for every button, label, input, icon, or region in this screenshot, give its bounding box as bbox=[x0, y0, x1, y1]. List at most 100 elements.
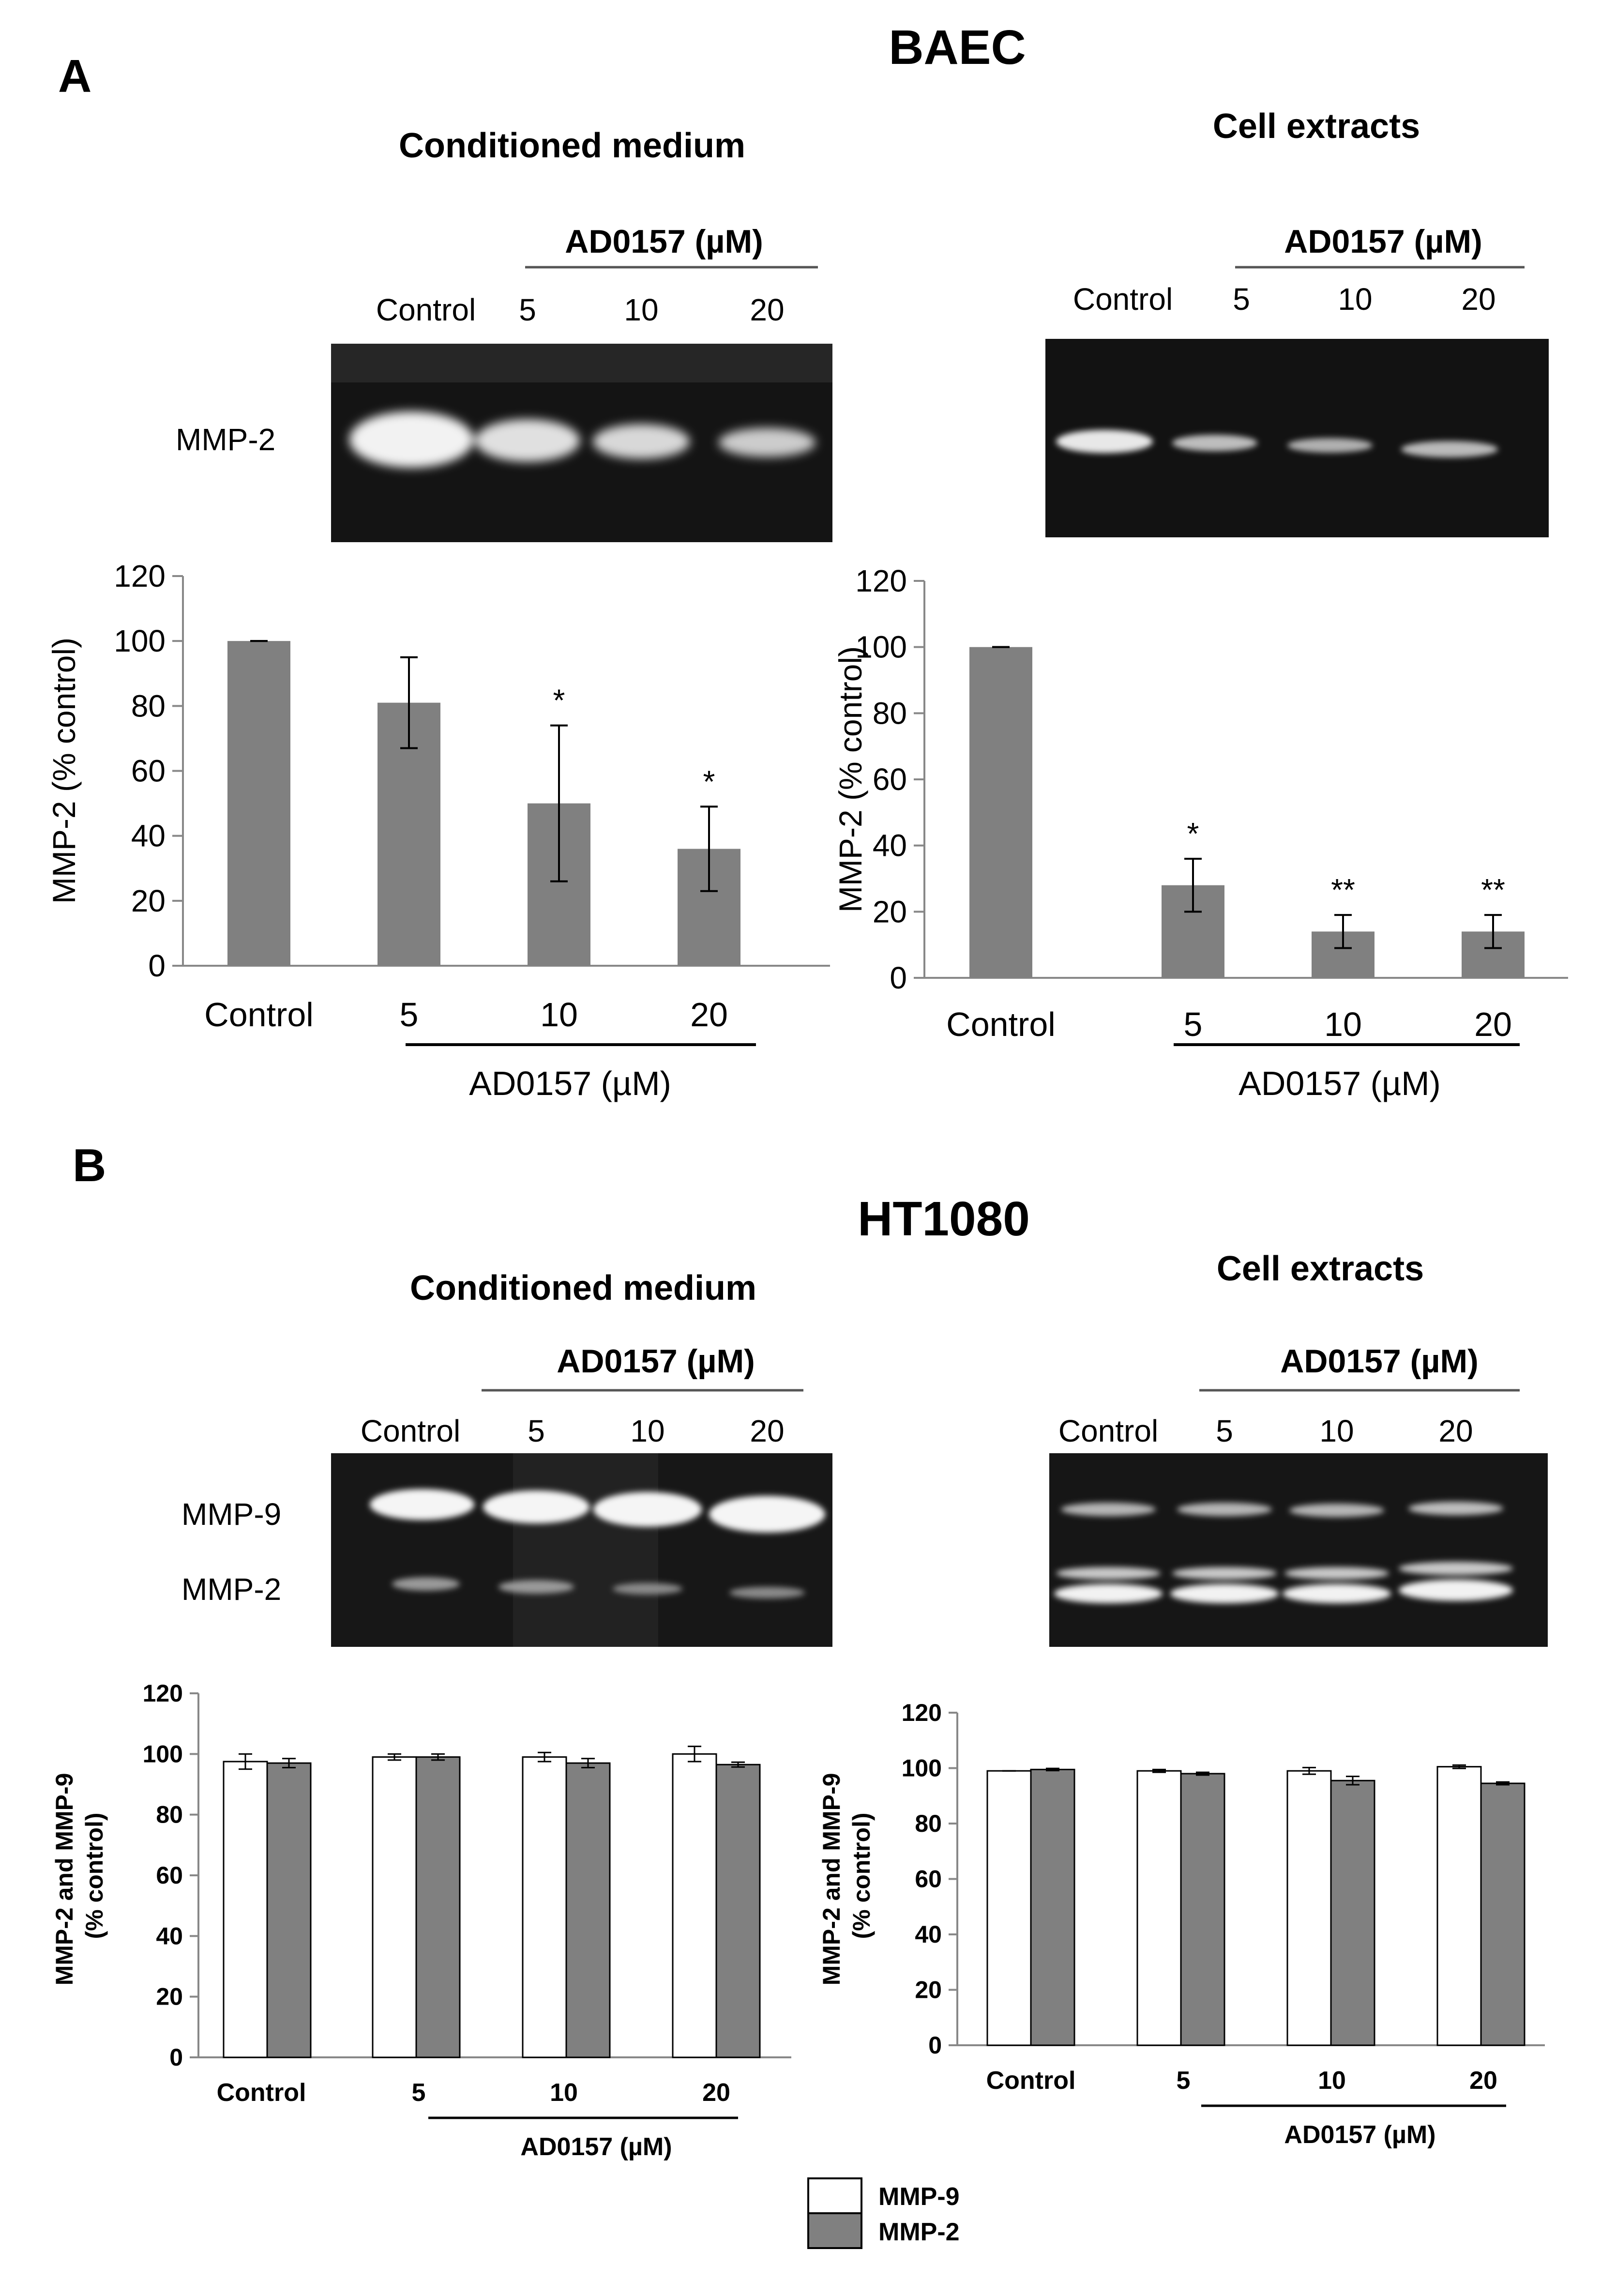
y-tick-label: 120 bbox=[902, 1699, 942, 1726]
x-category-label: Control bbox=[986, 2067, 1076, 2095]
lane-label: Control bbox=[376, 292, 476, 327]
bar bbox=[969, 647, 1032, 978]
y-tick-label: 0 bbox=[890, 960, 907, 995]
panel-b-title: HT1080 bbox=[858, 1192, 1030, 1246]
panel-a-right-drug-header: AD0157 (µM) bbox=[1284, 223, 1482, 260]
lane-label: 5 bbox=[528, 1414, 545, 1448]
lane-label: 20 bbox=[750, 1414, 784, 1448]
bar bbox=[522, 1756, 567, 2058]
group-label: AD0157 (µM) bbox=[1284, 2121, 1435, 2149]
legend-swatch-mmp2 bbox=[807, 2212, 862, 2249]
bar bbox=[986, 1770, 1032, 2046]
band-label-mmp9: MMP-9 bbox=[181, 1497, 281, 1532]
y-tick-label: 120 bbox=[855, 563, 907, 598]
y-axis-label-unit: (% control) bbox=[848, 1812, 875, 1939]
lane-label: 5 bbox=[519, 292, 536, 327]
x-category-label: 20 bbox=[1474, 1005, 1512, 1043]
x-category-label: 5 bbox=[1184, 1005, 1203, 1043]
panel-b-left-subtitle: Conditioned medium bbox=[410, 1269, 756, 1308]
y-tick-label: 60 bbox=[131, 754, 166, 789]
lane-label: 20 bbox=[1438, 1414, 1473, 1448]
bar bbox=[1436, 1766, 1482, 2046]
group-label: AD0157 (µM) bbox=[469, 1064, 671, 1102]
y-tick-label: 0 bbox=[148, 948, 166, 983]
panel-a-left-drug-header: AD0157 (µM) bbox=[565, 223, 763, 260]
lane-label: Control bbox=[1073, 282, 1173, 317]
panel-b-right-drug-header: AD0157 (µM) bbox=[1280, 1343, 1479, 1380]
y-tick-label: 80 bbox=[131, 688, 166, 723]
y-axis-label-text: MMP-2 and MMP-9 bbox=[51, 1773, 78, 1986]
gel-image-a-left bbox=[331, 344, 832, 542]
significance-label: * bbox=[703, 764, 715, 799]
significance-label: ** bbox=[1481, 872, 1505, 907]
panel-a-letter: A bbox=[58, 50, 91, 102]
x-category-label: 5 bbox=[412, 2079, 426, 2107]
bar bbox=[372, 1756, 417, 2058]
lane-label: 5 bbox=[1216, 1414, 1233, 1448]
band-label-mmp2: MMP-2 bbox=[181, 1572, 281, 1607]
legend-label-mmp9: MMP-9 bbox=[878, 2183, 960, 2211]
bar bbox=[1480, 1782, 1525, 2046]
x-category-label: 20 bbox=[690, 996, 728, 1034]
y-axis-label: MMP-2 (% control) bbox=[46, 638, 82, 904]
significance-label: * bbox=[553, 683, 565, 718]
y-tick-label: 40 bbox=[131, 819, 166, 853]
x-category-label: 10 bbox=[540, 996, 578, 1034]
x-category-label: 10 bbox=[1318, 2067, 1346, 2095]
panel-a-title: BAEC bbox=[889, 20, 1026, 75]
bar bbox=[415, 1756, 461, 2058]
y-tick-label: 80 bbox=[915, 1810, 942, 1837]
bar bbox=[1330, 1779, 1375, 2046]
x-category-label: Control bbox=[217, 2079, 306, 2107]
y-tick-label: 40 bbox=[873, 828, 907, 863]
group-label: AD0157 (µM) bbox=[1239, 1064, 1441, 1102]
significance-label: * bbox=[1187, 816, 1199, 851]
legend: MMP-9 MMP-2 bbox=[807, 2177, 960, 2249]
panel-b-left-drug-header: AD0157 (µM) bbox=[557, 1343, 755, 1380]
lane-label: Control bbox=[1058, 1414, 1158, 1448]
bar bbox=[1136, 1770, 1182, 2046]
x-category-label: 20 bbox=[1469, 2067, 1497, 2095]
y-tick-label: 20 bbox=[131, 883, 166, 918]
x-category-label: Control bbox=[204, 996, 314, 1034]
y-tick-label: 80 bbox=[873, 696, 907, 730]
x-category-label: 10 bbox=[550, 2079, 578, 2107]
gel-image-b-right bbox=[1049, 1453, 1548, 1647]
gel-image-b-left bbox=[331, 1453, 832, 1647]
panel-a-right-subtitle: Cell extracts bbox=[1213, 107, 1420, 146]
panel-b-right-subtitle: Cell extracts bbox=[1217, 1249, 1424, 1288]
lane-label: 10 bbox=[1338, 282, 1372, 317]
y-tick-label: 120 bbox=[114, 559, 166, 593]
y-tick-label: 20 bbox=[873, 894, 907, 929]
y-axis-label: MMP-2 (% control) bbox=[832, 646, 868, 912]
bar bbox=[223, 1761, 268, 2058]
x-category-label: 20 bbox=[702, 2079, 730, 2107]
x-category-label: 5 bbox=[400, 996, 419, 1034]
bar bbox=[715, 1764, 761, 2058]
x-category-label: Control bbox=[946, 1005, 1056, 1043]
y-tick-label: 120 bbox=[143, 1680, 183, 1707]
lane-label: 5 bbox=[1233, 282, 1250, 317]
y-tick-label: 80 bbox=[156, 1801, 183, 1828]
y-tick-label: 100 bbox=[143, 1740, 183, 1767]
bar bbox=[672, 1753, 717, 2058]
group-label: AD0157 (µM) bbox=[520, 2133, 672, 2161]
bar bbox=[565, 1762, 611, 2058]
band-label-mmp2: MMP-2 bbox=[176, 422, 275, 457]
y-tick-label: 20 bbox=[156, 1983, 183, 2010]
bar bbox=[1286, 1770, 1332, 2046]
chart-b-cell-extracts: 0 20 40 60 80 100 120 MMP-2 and MMP-9 (% contr… bbox=[818, 1699, 1545, 2149]
y-axis-label: MMP-2 and MMP-9 (% control) bbox=[818, 1766, 875, 1986]
bar bbox=[266, 1762, 312, 2058]
legend-label-mmp2: MMP-2 bbox=[878, 2218, 960, 2246]
panel-a-left-subtitle: Conditioned medium bbox=[399, 126, 745, 165]
panel-b-letter: B bbox=[73, 1140, 106, 1191]
y-tick-label: 40 bbox=[915, 1921, 942, 1948]
x-category-label: 10 bbox=[1324, 1005, 1362, 1043]
bar bbox=[1180, 1773, 1225, 2046]
legend-swatch-mmp9 bbox=[807, 2177, 862, 2214]
y-axis-label: MMP-2 and MMP-9 (% control) bbox=[51, 1766, 108, 1986]
lane-label: Control bbox=[361, 1414, 460, 1448]
lane-label: 10 bbox=[624, 292, 658, 327]
